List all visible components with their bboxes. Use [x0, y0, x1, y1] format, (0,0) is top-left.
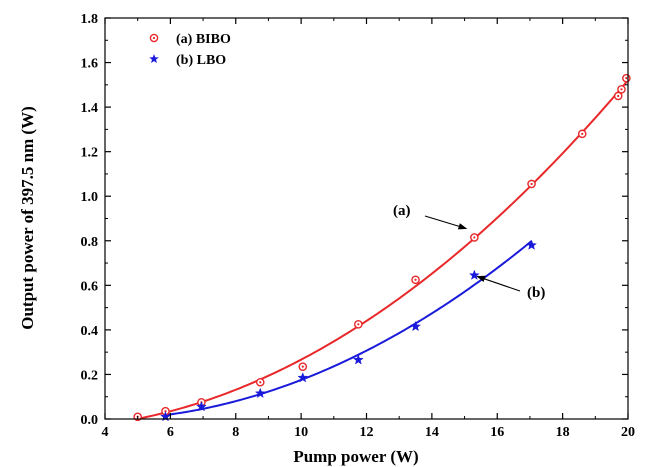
- y-tick-label: 1.6: [81, 57, 99, 72]
- y-tick-label: 0.8: [81, 235, 99, 250]
- x-tick-label: 14: [425, 425, 439, 440]
- y-tick-label: 1.4: [81, 101, 99, 116]
- y-tick-label: 0.0: [81, 413, 99, 428]
- annotation-arrow: [424, 215, 468, 230]
- data-point-bibo: [298, 362, 308, 371]
- annotations: (a) (b): [393, 203, 545, 301]
- legend-marker-lbo: [149, 54, 159, 64]
- fit-lines: [137, 81, 628, 420]
- x-tick-label: 12: [360, 425, 374, 440]
- plot-frame: [104, 17, 629, 420]
- data-point-lbo: [352, 354, 364, 365]
- x-tick-label: 16: [490, 425, 504, 440]
- y-tick-label: 0.4: [81, 324, 99, 339]
- data-point-bibo: [411, 275, 420, 285]
- data-point-lbo: [410, 320, 421, 332]
- legend-label: (a) BIBO: [176, 32, 231, 47]
- y-tick-label: 1.2: [81, 146, 99, 161]
- annotation-label-a: (a): [393, 203, 411, 219]
- y-axis-title: Output power of 397.5 nm (W): [18, 106, 37, 330]
- data-point-bibo: [527, 179, 536, 189]
- legend: (a) BIBO (b) LBO: [149, 32, 231, 68]
- data-point-bibo: [470, 233, 479, 242]
- y-tick-label: 0.2: [81, 368, 99, 383]
- data-point-lbo: [526, 239, 538, 250]
- legend-label: (b) LBO: [176, 53, 226, 68]
- data-point-bibo: [577, 129, 587, 139]
- y-tick-label: 1.0: [81, 190, 99, 205]
- data-point-bibo: [617, 84, 626, 94]
- x-tick-label: 20: [621, 425, 635, 440]
- fit-line-lbo: [165, 240, 533, 417]
- data-point-lbo: [297, 372, 309, 383]
- data-point-bibo: [622, 73, 631, 83]
- data-point-lbo: [468, 269, 480, 280]
- annotation-label-b: (b): [527, 285, 545, 301]
- x-tick-label: 6: [167, 425, 174, 440]
- y-tick-label: 0.6: [81, 279, 99, 294]
- axis-ticks: [104, 17, 629, 420]
- data-point-bibo: [255, 377, 265, 387]
- tick-labels: 4 6 8 10 12 14 16 18 20 0.0 0.2 0.4 0.6 0.8 1.0 1.2 1.4 1…: [81, 12, 636, 440]
- x-axis-title: Pump power (W): [293, 447, 418, 466]
- annotation-arrow: [476, 275, 521, 292]
- data-point-lbo: [195, 401, 207, 412]
- fit-line-bibo: [137, 81, 628, 420]
- data-point-bibo: [354, 320, 363, 329]
- data-points: [133, 73, 631, 422]
- x-tick-label: 18: [556, 425, 570, 440]
- data-point-bibo: [613, 91, 623, 101]
- y-tick-label: 1.8: [81, 12, 99, 27]
- data-point-lbo: [254, 387, 266, 399]
- x-tick-label: 10: [294, 425, 308, 440]
- x-tick-label: 4: [102, 425, 109, 440]
- x-tick-label: 8: [232, 425, 239, 440]
